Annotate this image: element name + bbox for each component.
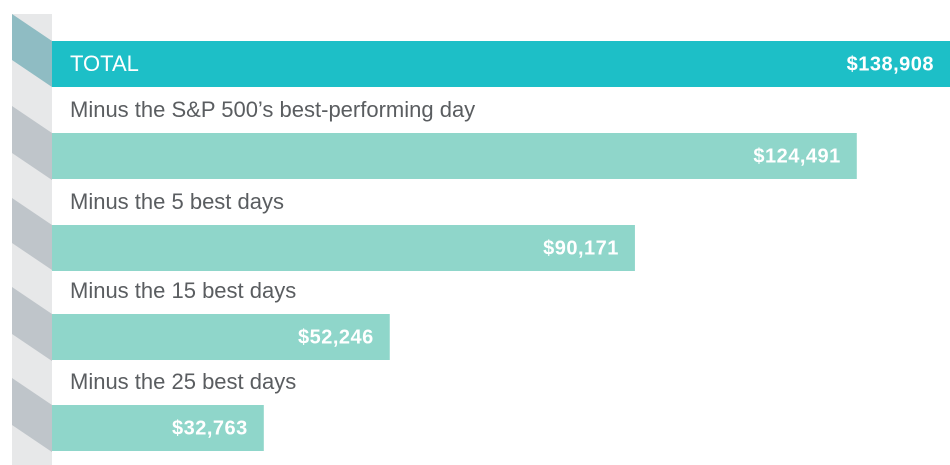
category-label: Minus the 25 best days <box>70 369 296 394</box>
chevron <box>12 378 52 452</box>
bar <box>52 405 264 451</box>
value-label: $124,491 <box>753 145 840 167</box>
category-label: Minus the 5 best days <box>70 189 284 214</box>
bar <box>52 225 635 271</box>
value-label: $32,763 <box>172 417 248 439</box>
bar <box>52 314 390 360</box>
value-label: $138,908 <box>847 53 934 75</box>
bar <box>52 41 950 87</box>
category-label: Minus the S&P 500’s best-performing day <box>70 97 475 122</box>
chevron <box>12 14 52 87</box>
category-label: TOTAL <box>70 51 139 76</box>
chevron <box>12 106 52 180</box>
side-strip <box>12 14 52 465</box>
category-label: Minus the 15 best days <box>70 278 296 303</box>
chevron <box>12 287 52 361</box>
bar <box>52 133 857 179</box>
chevron <box>12 198 52 270</box>
value-label: $90,171 <box>543 237 619 259</box>
value-label: $52,246 <box>298 326 374 348</box>
